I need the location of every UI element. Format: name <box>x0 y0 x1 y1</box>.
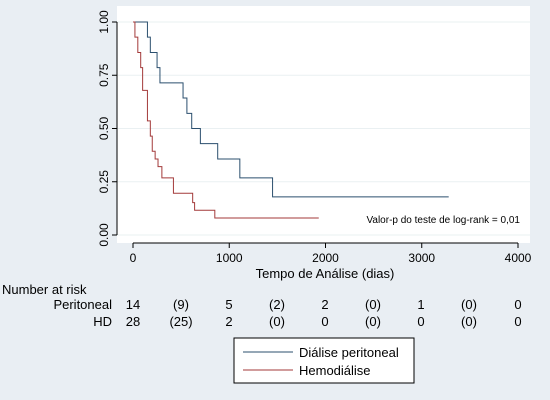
legend: Diálise peritoneal Hemodiálise <box>233 337 415 384</box>
risk-row-label: HD <box>93 314 112 329</box>
risk-cell: 2 <box>225 314 232 329</box>
x-axis: 0 1000 2000 3000 4000 <box>130 242 532 265</box>
y-tick-label: 0.75 <box>97 63 111 87</box>
x-tick-label: 4000 <box>505 251 532 265</box>
risk-cell: (25) <box>169 314 192 329</box>
risk-table-title: Number at risk <box>2 282 87 297</box>
legend-label: Diálise peritoneal <box>299 345 399 360</box>
x-tick-label: 2000 <box>312 251 339 265</box>
risk-cell: (0) <box>365 297 381 312</box>
y-tick-label: 0.25 <box>97 170 111 194</box>
risk-cell: 28 <box>126 314 140 329</box>
risk-cell: (0) <box>461 297 477 312</box>
risk-cell: 2 <box>321 297 328 312</box>
risk-cell: 0 <box>417 314 424 329</box>
risk-cell: (0) <box>269 314 285 329</box>
risk-cell: 0 <box>321 314 328 329</box>
grid-lines <box>117 21 530 236</box>
risk-row-label: Peritoneal <box>53 297 112 312</box>
plot-area <box>117 6 530 243</box>
risk-cell: (0) <box>365 314 381 329</box>
x-tick-label: 1000 <box>216 251 243 265</box>
y-tick-label: 1.00 <box>97 10 111 34</box>
legend-label: Hemodiálise <box>299 363 371 378</box>
y-tick-label: 0.50 <box>97 116 111 140</box>
risk-cell: 5 <box>225 297 232 312</box>
legend-box <box>233 337 415 384</box>
y-axis: 0.00 0.25 0.50 0.75 1.00 <box>97 10 118 247</box>
risk-cell: 0 <box>514 297 521 312</box>
risk-cell: 0 <box>514 314 521 329</box>
survival-curves <box>133 21 449 219</box>
risk-cell: 14 <box>126 297 140 312</box>
survival-curve-peritoneal <box>133 21 449 198</box>
annotation-text: Valor-p do teste de log-rank = 0,01 <box>366 215 520 226</box>
y-tick-label: 0.00 <box>97 223 111 247</box>
x-tick-label: 3000 <box>408 251 435 265</box>
x-axis-label: Tempo de Análise (dias) <box>256 266 395 281</box>
risk-cell: (9) <box>173 297 189 312</box>
risk-cell: (2) <box>269 297 285 312</box>
x-tick-label: 0 <box>130 251 137 265</box>
risk-cell: 1 <box>417 297 424 312</box>
risk-cell: (0) <box>461 314 477 329</box>
survival-curve-hemodialise <box>133 21 319 219</box>
